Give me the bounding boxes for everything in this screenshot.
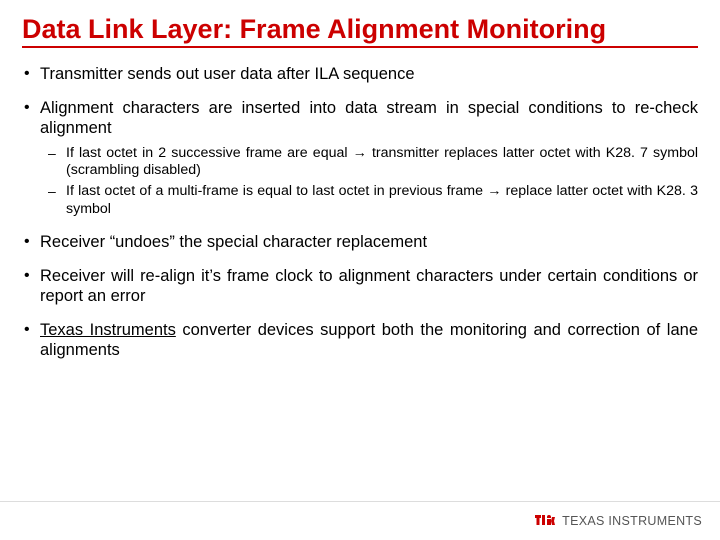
sub-bullet-1-a: If last octet in 2 successive frame are … (66, 145, 353, 161)
bullet-2-text: Alignment characters are inserted into d… (40, 99, 698, 137)
sub-bullet-1: If last octet in 2 successive frame are … (66, 145, 698, 180)
sub-bullet-list-1: If last octet in 2 successive frame are … (40, 145, 698, 218)
slide: Data Link Layer: Frame Alignment Monitor… (0, 0, 720, 540)
footer-brand: TEXAS INSTRUMENTS (562, 514, 702, 528)
bullet-list: Transmitter sends out user data after IL… (22, 64, 698, 360)
bullet-4: Receiver will re-align it’s frame clock … (40, 266, 698, 306)
bullet-3: Receiver “undoes” the special character … (40, 232, 698, 252)
slide-title: Data Link Layer: Frame Alignment Monitor… (22, 14, 698, 48)
arrow-icon: → (487, 183, 501, 199)
arrow-icon: → (353, 145, 367, 161)
bullet-1: Transmitter sends out user data after IL… (40, 64, 698, 84)
bullet-5-underline: Texas Instruments (40, 321, 176, 339)
sub-bullet-2: If last octet of a multi-frame is equal … (66, 183, 698, 218)
footer-divider (0, 501, 720, 502)
bullet-5: Texas Instruments converter devices supp… (40, 320, 698, 360)
bullet-2: Alignment characters are inserted into d… (40, 98, 698, 218)
sub-bullet-2-a: If last octet of a multi-frame is equal … (66, 183, 487, 199)
footer: TEXAS INSTRUMENTS (534, 514, 702, 528)
ti-logo-icon (534, 514, 556, 528)
